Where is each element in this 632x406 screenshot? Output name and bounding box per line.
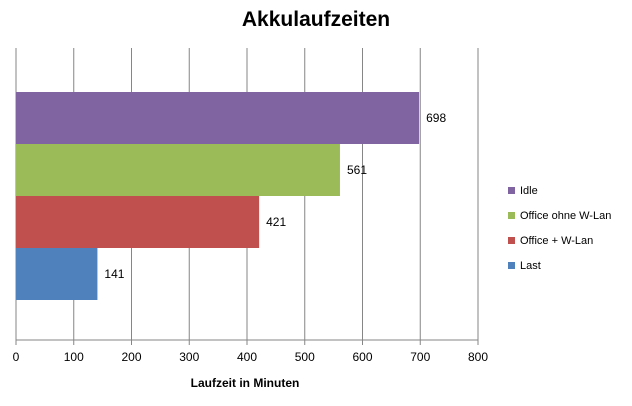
- legend-item: Idle: [508, 178, 611, 203]
- x-tick-label: 500: [295, 350, 315, 364]
- chart-title: Akkulaufzeiten: [241, 8, 391, 31]
- legend-item: Last: [508, 253, 611, 278]
- legend-label: Office ohne W-Lan: [520, 209, 612, 222]
- data-label: 141: [104, 267, 124, 281]
- legend-swatch: [508, 187, 515, 194]
- x-axis-title: Laufzeit in Minuten: [191, 376, 300, 390]
- legend-item: Office + W-Lan: [508, 228, 611, 253]
- x-tick-label: 300: [179, 350, 199, 364]
- bar-idle: [16, 92, 420, 144]
- legend-label: Idle: [520, 184, 538, 197]
- legend-label: Last: [520, 259, 541, 272]
- x-tick-label: 800: [468, 350, 488, 364]
- x-tick-label: 0: [13, 350, 20, 364]
- data-label: 561: [347, 163, 367, 177]
- x-tick-label: 600: [352, 350, 372, 364]
- x-tick-label: 200: [121, 350, 141, 364]
- bar-office-w-lan: [16, 196, 260, 248]
- bar-last: [16, 248, 98, 300]
- data-label: 421: [266, 215, 286, 229]
- legend-item: Office ohne W-Lan: [508, 203, 611, 228]
- legend-label: Office + W-Lan: [520, 234, 594, 247]
- data-label: 698: [426, 111, 446, 125]
- legend: Idle Office ohne W-Lan Office + W-Lan Last: [508, 178, 611, 278]
- bar-office-ohne-w-lan: [16, 144, 340, 196]
- legend-swatch: [508, 212, 515, 219]
- x-tick-label: 700: [410, 350, 430, 364]
- legend-swatch: [508, 262, 515, 269]
- x-tick-label: 400: [237, 350, 257, 364]
- legend-swatch: [508, 237, 515, 244]
- x-tick-label: 100: [64, 350, 84, 364]
